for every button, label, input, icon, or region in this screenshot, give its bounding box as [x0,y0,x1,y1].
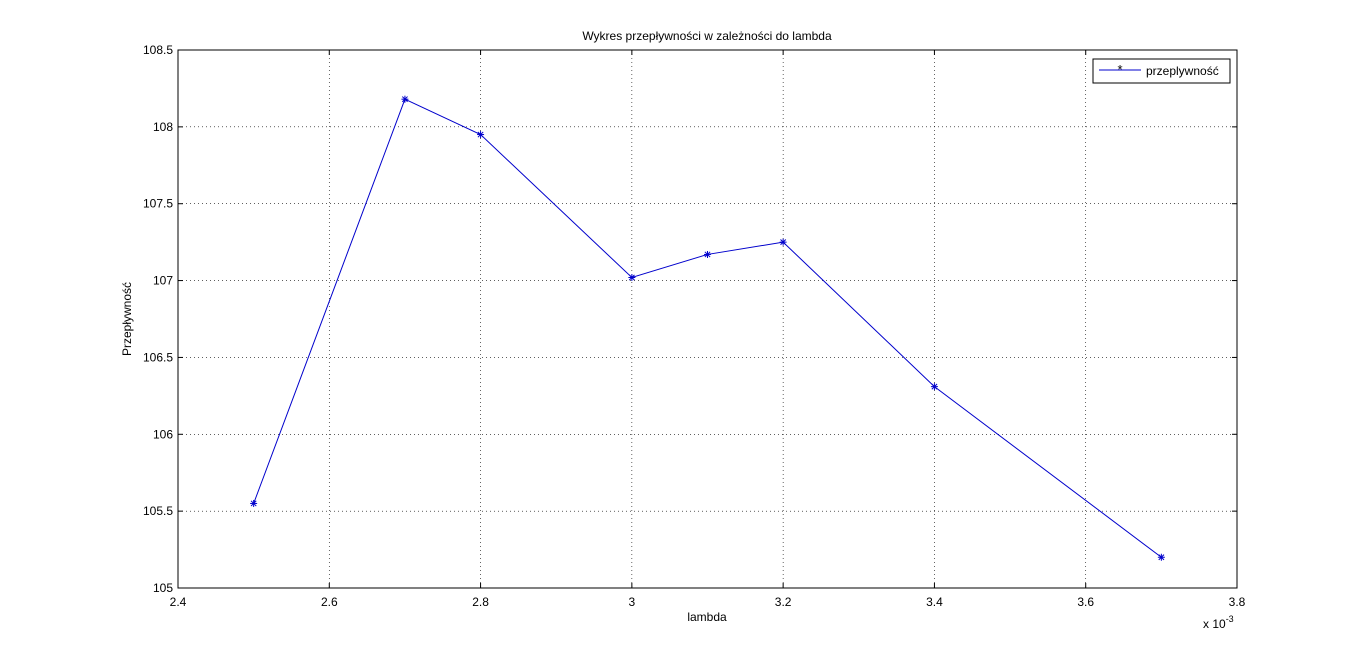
x-tick-label: 3 [629,595,636,609]
legend: * przeplywność [1092,58,1231,84]
series-line [253,98,1162,558]
x-tick-label: 3.2 [775,595,792,609]
x-exponent-base: x 10 [1203,617,1226,631]
axes-box [177,49,1238,589]
data-point [779,238,787,246]
x-exponent-label: x 10-3 [1203,614,1234,631]
x-axis-label: lambda [687,610,727,624]
legend-label: przeplywność [1146,64,1219,78]
data-point [930,383,938,391]
y-tick-label: 108.5 [143,43,173,57]
y-tick-label: 107.5 [143,197,173,211]
chart-title: Wykres przepływności w zależności do lam… [582,29,832,43]
x-exponent-power: -3 [1226,614,1234,624]
data-point [704,250,711,258]
data-point [477,131,485,139]
x-tick-label: 2.8 [472,595,489,609]
grid [178,50,1237,588]
y-tick-label: 105 [153,581,173,595]
data-point [1157,553,1165,561]
y-tick-label: 106 [153,427,173,441]
y-tick-label: 106.5 [143,350,173,364]
legend-box [1092,58,1231,84]
legend-marker: * [1117,62,1122,77]
x-tick-label: 3.8 [1229,595,1246,609]
y-tick-label: 108 [153,120,173,134]
x-tick-label: 2.6 [321,595,338,609]
data-point [401,95,409,103]
x-tick-label: 3.6 [1077,595,1094,609]
ticks: 2.4 2.6 2.8 3 3.2 3.4 3.6 3.8 105 105.5 106 106.5 10… [143,43,1246,609]
data-point [250,499,258,507]
data-point [628,273,636,281]
y-axis-label: Przepływność [120,282,134,356]
x-tick-label: 2.4 [170,595,187,609]
x-tick-label: 3.4 [926,595,943,609]
y-tick-label: 105.5 [143,504,173,518]
y-tick-label: 107 [153,274,173,288]
series [250,95,1165,561]
